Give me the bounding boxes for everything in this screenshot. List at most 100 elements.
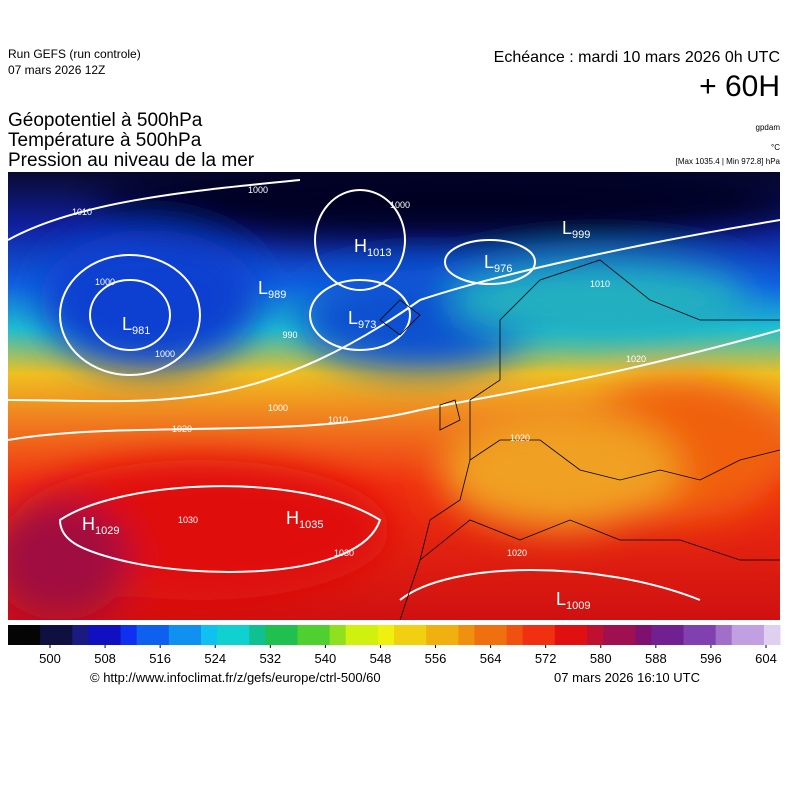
swatch — [699, 625, 717, 645]
swatch — [313, 625, 331, 645]
isobar-label: 1000 — [248, 185, 268, 195]
colorbar-label: 588 — [645, 651, 667, 666]
swatch — [731, 625, 749, 645]
pressure-center: L973 — [348, 308, 376, 331]
swatch — [458, 625, 475, 645]
swatch — [506, 625, 524, 645]
swatch — [587, 625, 604, 645]
center-value: 1013 — [367, 247, 391, 259]
swatch — [201, 625, 218, 645]
pressure-center: H1035 — [286, 508, 323, 531]
title: Température à 500hPa — [8, 130, 202, 151]
swatch — [667, 625, 684, 645]
isobar-label: 1000 — [95, 277, 115, 287]
center-symbol: H — [82, 514, 95, 534]
swatch — [345, 625, 363, 645]
swatch — [377, 625, 395, 645]
made-time: 07 mars 2026 16:10 UTC — [554, 670, 700, 685]
center-value: 973 — [358, 319, 376, 331]
swatch — [329, 625, 347, 645]
swatch — [763, 625, 781, 645]
isobar-label: 1020 — [172, 424, 192, 434]
swatch — [522, 625, 540, 645]
swatch — [281, 625, 298, 645]
swatch — [56, 625, 73, 645]
map-field — [8, 172, 780, 620]
center-symbol: L — [484, 252, 494, 272]
swatch — [24, 625, 41, 645]
title: Pression au niveau de la mer — [8, 150, 255, 171]
swatch — [217, 625, 234, 645]
swatch — [249, 625, 266, 645]
colorbar-label: 500 — [39, 651, 61, 666]
swatch — [426, 625, 443, 645]
colorbar-label: 524 — [204, 651, 226, 666]
pressure-center: H1029 — [82, 514, 119, 537]
pressure-center: L981 — [122, 314, 150, 337]
pressure-center: L989 — [258, 278, 286, 301]
swatch — [619, 625, 636, 645]
isobar-label: 990 — [282, 330, 297, 340]
swatch — [603, 625, 620, 645]
center-symbol: L — [122, 314, 132, 334]
swatch — [184, 625, 202, 645]
swatch — [683, 625, 701, 645]
unit: °C — [771, 143, 780, 152]
isobar-label: 1000 — [390, 200, 410, 210]
center-symbol: H — [286, 508, 299, 528]
swatch — [747, 625, 765, 645]
isobar-label: 1000 — [268, 403, 288, 413]
swatch — [297, 625, 315, 645]
swatch — [120, 625, 138, 645]
swatch — [715, 625, 733, 645]
colorbar-label: 508 — [94, 651, 116, 666]
lead-time: + 60H — [699, 70, 780, 103]
pressure-center: L999 — [562, 218, 590, 241]
swatch — [265, 625, 282, 645]
center-symbol: L — [348, 308, 358, 328]
valid-time: Echéance : mardi 10 mars 2026 0h UTC — [494, 49, 780, 66]
center-value: 981 — [132, 325, 150, 337]
colorbar: 500 508 516 524 532 540 548 556 564 572 580 588 596 6… — [8, 625, 781, 666]
swatch — [635, 625, 652, 645]
swatch — [474, 625, 491, 645]
isobar-label: 1000 — [155, 349, 175, 359]
center-value: 1009 — [566, 600, 590, 612]
swatch — [72, 625, 89, 645]
isobar-label: 1020 — [507, 548, 527, 558]
unit: gpdam — [756, 123, 781, 132]
swatch — [651, 625, 668, 645]
unit: [Max 1035.4 | Min 972.8] hPa — [676, 157, 781, 166]
pressure-center: L976 — [484, 252, 512, 275]
isobar-label: 1030 — [178, 515, 198, 525]
swatch — [88, 625, 105, 645]
title: Géopotentiel à 500hPa — [8, 110, 203, 131]
colorbar-label: 540 — [315, 651, 337, 666]
swatch — [570, 625, 588, 645]
center-value: 976 — [494, 263, 512, 275]
isobar-label: 1030 — [334, 548, 354, 558]
swatch — [233, 625, 250, 645]
center-value: 999 — [572, 229, 590, 241]
colorbar-label: 564 — [480, 651, 502, 666]
colorbar-label: 580 — [590, 651, 612, 666]
swatch — [152, 625, 170, 645]
center-symbol: L — [562, 218, 572, 238]
swatch — [168, 625, 186, 645]
swatch — [490, 625, 508, 645]
isobar-label: 1010 — [590, 279, 610, 289]
pressure-center: H1013 — [354, 236, 391, 259]
isobar-label: 1010 — [72, 207, 92, 217]
colorbar-label: 596 — [700, 651, 722, 666]
swatch — [136, 625, 154, 645]
colorbar-label: 532 — [259, 651, 281, 666]
isobar-label: 1020 — [510, 433, 530, 443]
colorbar-label: 548 — [370, 651, 392, 666]
swatch — [361, 625, 379, 645]
swatch — [538, 625, 556, 645]
run: Run GEFS (run controle) — [8, 47, 141, 61]
swatch — [104, 625, 122, 645]
source: © http://www.infoclimat.fr/z/gefs/europe… — [90, 670, 381, 685]
isobar-label: 1020 — [626, 354, 646, 364]
